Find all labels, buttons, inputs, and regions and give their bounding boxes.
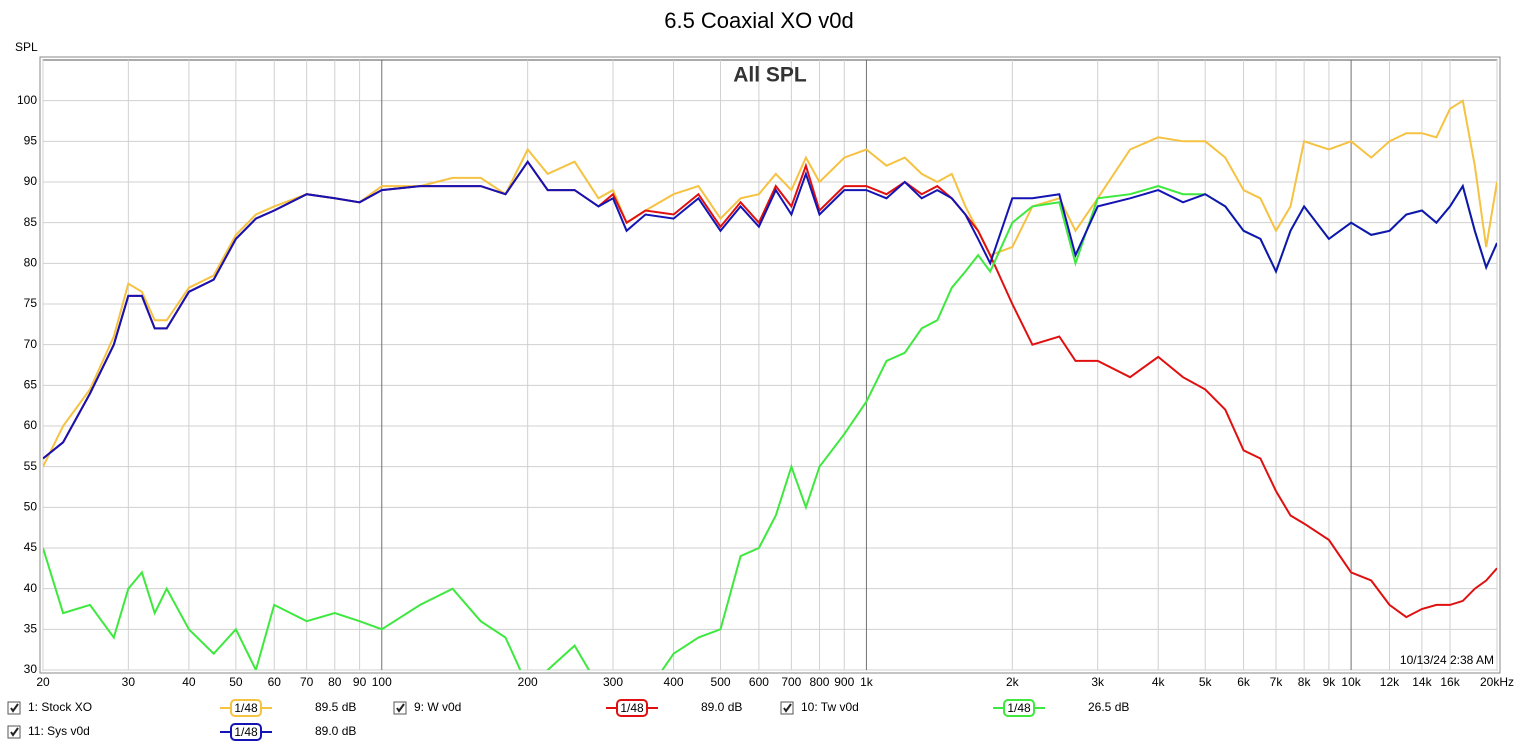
y-tick-label: 45 bbox=[24, 540, 38, 554]
x-tick-label: 90 bbox=[353, 675, 367, 689]
x-tick-label: 20 bbox=[36, 675, 50, 689]
x-tick-label: 700 bbox=[781, 675, 801, 689]
x-tick-label: 20kHz bbox=[1480, 675, 1514, 689]
legend-name[interactable]: 10: Tw v0d bbox=[801, 700, 859, 714]
x-tick-label: 600 bbox=[749, 675, 769, 689]
x-tick-label: 800 bbox=[809, 675, 829, 689]
series-line bbox=[43, 159, 1497, 460]
smoothing-button[interactable] bbox=[1003, 699, 1035, 717]
smoothing-button[interactable] bbox=[616, 699, 648, 717]
x-tick-label: 200 bbox=[518, 675, 538, 689]
smoothing-button[interactable] bbox=[230, 723, 262, 741]
smoothing-label: 1/48 bbox=[234, 701, 258, 715]
x-tick-label: 60 bbox=[268, 675, 282, 689]
x-tick-label: 16k bbox=[1440, 675, 1460, 689]
legend-name[interactable]: 9: W v0d bbox=[414, 700, 461, 714]
legend-level: 89.5 dB bbox=[315, 700, 356, 714]
series-line bbox=[43, 99, 1497, 468]
x-tick-label: 900 bbox=[834, 675, 854, 689]
x-tick-label: 8k bbox=[1298, 675, 1312, 689]
x-tick-label: 2k bbox=[1006, 675, 1020, 689]
legend-level: 89.0 dB bbox=[315, 724, 356, 738]
y-axis-label: SPL bbox=[15, 40, 38, 54]
x-tick-label: 500 bbox=[711, 675, 731, 689]
y-tick-label: 40 bbox=[24, 581, 38, 595]
x-tick-label: 100 bbox=[372, 675, 392, 689]
legend-name[interactable]: 11: Sys v0d bbox=[28, 724, 90, 738]
y-tick-label: 75 bbox=[24, 296, 38, 310]
legend-check bbox=[783, 703, 792, 713]
y-tick-label: 65 bbox=[24, 378, 38, 392]
x-tick-label: 30 bbox=[122, 675, 136, 689]
smoothing-label: 1/48 bbox=[1007, 701, 1031, 715]
x-tick-label: 80 bbox=[328, 675, 342, 689]
legend-level: 89.0 dB bbox=[701, 700, 742, 714]
plot-area bbox=[42, 59, 1498, 671]
x-tick-label: 40 bbox=[182, 675, 196, 689]
smoothing-label: 1/48 bbox=[620, 701, 644, 715]
chart-title: 6.5 Coaxial XO v0d bbox=[664, 8, 854, 33]
plot-title: All SPL bbox=[733, 64, 807, 87]
timestamp: 10/13/24 2:38 AM bbox=[1400, 653, 1494, 667]
legend-check bbox=[10, 727, 19, 737]
x-tick-label: 70 bbox=[300, 675, 314, 689]
x-tick-label: 9k bbox=[1323, 675, 1337, 689]
x-tick-label: 14k bbox=[1412, 675, 1432, 689]
x-tick-label: 3k bbox=[1091, 675, 1105, 689]
y-tick-label: 70 bbox=[24, 337, 38, 351]
legend-check bbox=[10, 703, 19, 713]
y-tick-label: 95 bbox=[24, 134, 38, 148]
smoothing-label: 1/48 bbox=[234, 725, 258, 739]
y-tick-label: 55 bbox=[24, 459, 38, 473]
plot-frame bbox=[39, 56, 1501, 674]
y-tick-label: 30 bbox=[24, 662, 38, 676]
x-tick-label: 50 bbox=[229, 675, 243, 689]
x-tick-label: 6k bbox=[1237, 675, 1251, 689]
y-tick-label: 100 bbox=[17, 93, 37, 107]
x-tick-label: 1k bbox=[860, 675, 874, 689]
x-tick-label: 5k bbox=[1199, 675, 1213, 689]
x-tick-label: 4k bbox=[1152, 675, 1166, 689]
x-tick-label: 10k bbox=[1341, 675, 1361, 689]
smoothing-button[interactable] bbox=[230, 699, 262, 717]
legend-check bbox=[396, 703, 405, 713]
x-tick-label: 300 bbox=[603, 675, 623, 689]
legend-level: 26.5 dB bbox=[1088, 700, 1129, 714]
x-tick-label: 12k bbox=[1380, 675, 1400, 689]
x-tick-label: 7k bbox=[1270, 675, 1284, 689]
y-tick-label: 80 bbox=[24, 256, 38, 270]
x-tick-label: 400 bbox=[664, 675, 684, 689]
y-tick-label: 85 bbox=[24, 215, 38, 229]
y-tick-label: 50 bbox=[24, 500, 38, 514]
legend-name[interactable]: 1: Stock XO bbox=[28, 700, 92, 714]
y-tick-label: 60 bbox=[24, 418, 38, 432]
y-tick-label: 35 bbox=[24, 622, 38, 636]
y-tick-label: 90 bbox=[24, 174, 38, 188]
